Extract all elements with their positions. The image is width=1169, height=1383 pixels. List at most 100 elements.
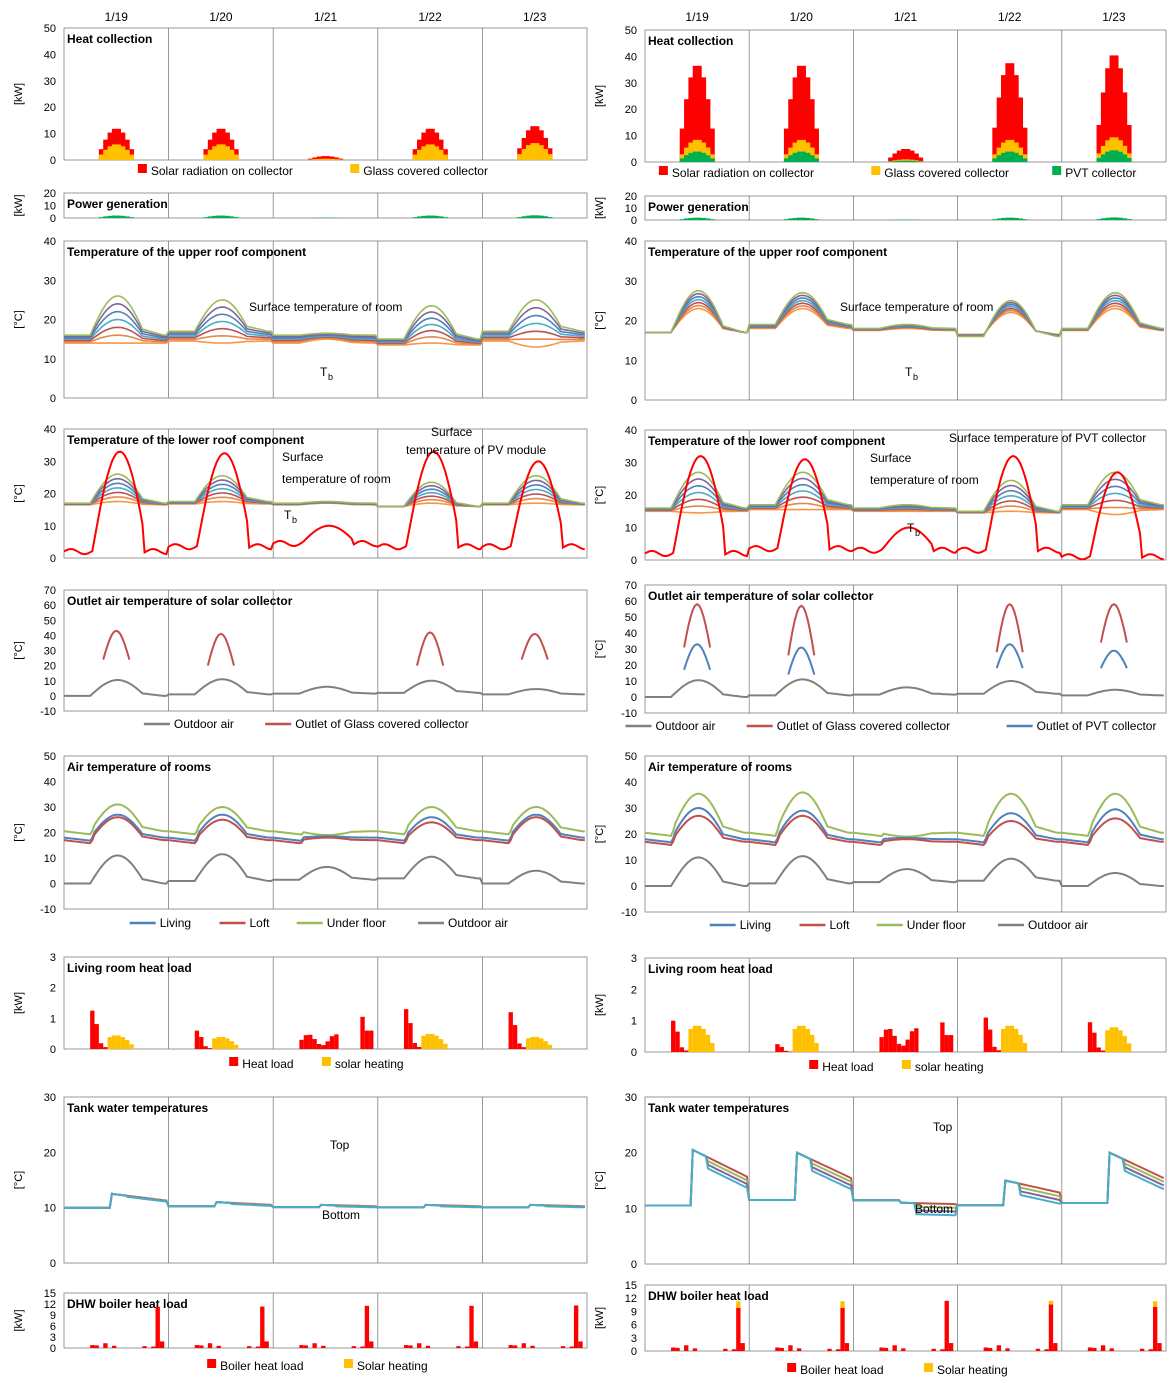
y-axis-label: [kW] xyxy=(594,85,606,107)
bar-pv xyxy=(129,217,135,218)
annotation-label: temperature of room xyxy=(282,472,391,486)
bar-pv xyxy=(530,215,535,218)
bar-solar-heating xyxy=(805,1028,810,1052)
bar-solar-heating xyxy=(1001,1028,1006,1052)
bar-solar-radiation-on-collector xyxy=(809,99,815,162)
legend-label: Under floor xyxy=(907,918,966,932)
bar-pvt-collector xyxy=(697,151,702,162)
bar-boiler-heat-load xyxy=(560,1346,566,1348)
bar-pv xyxy=(229,216,235,218)
bar-pvt-collector xyxy=(1022,158,1028,162)
y-tick-label: 20 xyxy=(625,490,637,502)
chart-panel-R1: 0 10 20 30 40 50 [kW] Heat collection Solar radi… xyxy=(594,25,1167,180)
legend-label: PVT collector xyxy=(1065,166,1136,180)
y-tick-label: 0 xyxy=(50,155,56,167)
bar-boiler-heat-load xyxy=(987,1347,993,1351)
bar-solar-heating xyxy=(430,1033,435,1049)
bar-pv xyxy=(421,215,427,218)
y-tick-label: 70 xyxy=(625,580,637,592)
bar-pvt-collector xyxy=(688,152,694,162)
day-label: 1/20 xyxy=(209,10,233,24)
bar-glass-covered-collector xyxy=(1105,140,1110,162)
legend-swatch xyxy=(809,1060,819,1069)
bar-heat-load xyxy=(987,1029,993,1052)
bar-pv xyxy=(111,215,117,218)
bar-pv xyxy=(443,217,448,218)
bar-boiler-heat-load xyxy=(473,1341,479,1348)
bar-boiler-heat-load xyxy=(883,1347,889,1351)
bar-pv xyxy=(212,215,217,218)
tank-layer-line xyxy=(64,1192,585,1209)
bar-solar-heating xyxy=(701,1028,706,1052)
bar-boiler-heat-load xyxy=(731,1349,737,1351)
y-tick-label: 0 xyxy=(631,1047,637,1059)
bar-glass-covered-collector xyxy=(220,144,226,160)
bar-solar-heating xyxy=(539,1038,544,1049)
annotation-label: Top xyxy=(933,1120,953,1134)
bar-pv xyxy=(1122,218,1128,220)
bar-heat-load xyxy=(679,1047,685,1052)
y-tick-label: 10 xyxy=(625,131,637,143)
y-tick-label: 20 xyxy=(625,829,637,841)
y-tick-label: 20 xyxy=(44,661,56,673)
bar-pv xyxy=(417,216,422,218)
room-underfloor-line xyxy=(63,803,585,836)
panel-title: Tank water temperatures xyxy=(648,1101,789,1115)
bar-pvt-collector xyxy=(1014,152,1019,162)
y-tick-label: 40 xyxy=(625,425,637,437)
bar-glass-covered-collector xyxy=(120,146,126,160)
bar-heat-load xyxy=(334,1034,339,1049)
panel-title: Heat collection xyxy=(67,32,152,46)
bar-pv xyxy=(684,218,689,220)
bar-boiler-heat-load xyxy=(456,1346,461,1348)
bar-pv xyxy=(792,217,798,220)
y-tick-label: 30 xyxy=(44,76,56,88)
bar-solar-heating xyxy=(525,1038,531,1049)
y-tick-label: 50 xyxy=(625,612,637,624)
bar-heat-load xyxy=(308,1034,313,1049)
bar-pv xyxy=(1022,219,1028,220)
bar-glass-covered-collector xyxy=(129,154,135,160)
y-tick-label: 0 xyxy=(631,215,637,227)
annotation-label: Surface xyxy=(282,450,324,464)
bar-pv xyxy=(809,218,815,220)
bar-solar-heating xyxy=(809,1034,815,1052)
bar-glass-covered-collector xyxy=(705,147,711,162)
y-axis-label: [°C] xyxy=(594,311,606,329)
y-tick-label: 12 xyxy=(625,1293,637,1305)
tank-layer-line xyxy=(645,1148,1165,1207)
bar-pvt-collector xyxy=(710,158,715,162)
annotation-label: T xyxy=(907,521,915,535)
bar-boiler-heat-load xyxy=(194,1345,200,1348)
chart-panel-L4: 0 10 20 30 40 [°C] Temperature of the lower ro… xyxy=(13,424,588,565)
y-tick-label: 2 xyxy=(631,984,637,996)
roof-layer-line xyxy=(645,477,1164,513)
bar-glass-covered-collector xyxy=(543,148,549,160)
legend-swatch xyxy=(658,166,668,175)
y-tick-label: 0 xyxy=(631,692,637,704)
bar-solar-radiation-on-collector xyxy=(792,77,798,162)
outdoor-air-line xyxy=(64,678,585,697)
bar-glass-covered-collector xyxy=(701,142,707,162)
y-axis-label: [kW] xyxy=(594,1307,606,1329)
plot-frame xyxy=(63,27,588,161)
y-axis-label: [°C] xyxy=(594,640,606,658)
bar-solar-heating xyxy=(1022,1042,1028,1052)
room-loft-line xyxy=(644,814,1164,846)
y-tick-label: 9 xyxy=(631,1306,637,1318)
bar-pv xyxy=(207,216,213,218)
bar-glass-covered-collector xyxy=(443,154,448,160)
bar-pv xyxy=(705,218,711,220)
bar-boiler-heat-load xyxy=(684,1345,689,1351)
bar-boiler-heat-load xyxy=(508,1345,513,1348)
y-tick-label: 10 xyxy=(44,1203,56,1215)
y-tick-label: 0 xyxy=(631,1259,637,1271)
y-tick-label: 10 xyxy=(625,355,637,367)
bar-heat-load xyxy=(671,1020,676,1052)
bar-glass-covered-collector xyxy=(547,154,553,160)
y-axis-label: [kW] xyxy=(13,1310,25,1332)
bar-pv xyxy=(525,215,531,218)
outlet-line xyxy=(1099,603,1128,643)
bar-heat-load xyxy=(325,1041,330,1049)
bar-glass-covered-collector xyxy=(1122,145,1128,162)
